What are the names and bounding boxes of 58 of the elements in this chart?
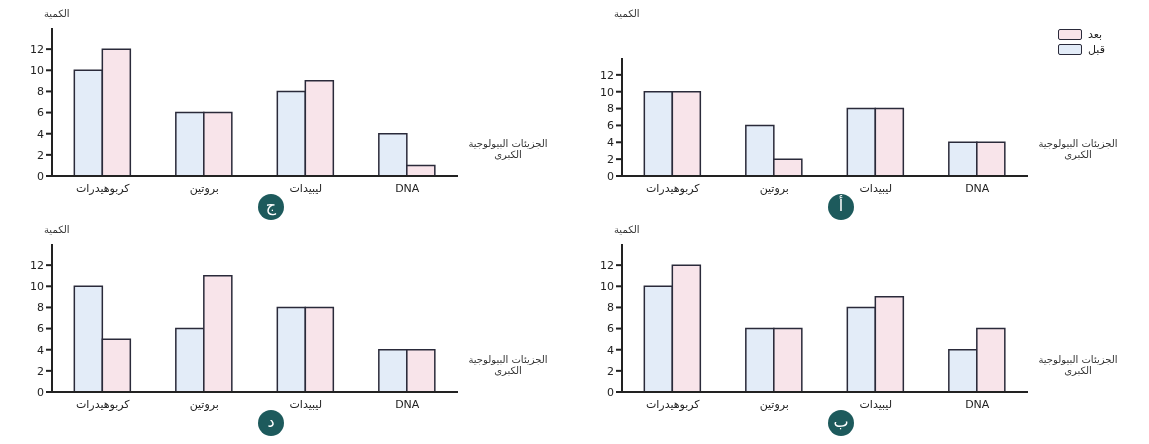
x-axis-title: الجزيئات البيولوجية الكبرى	[1037, 354, 1119, 376]
y-tick-label: 4	[607, 343, 614, 357]
x-axis-title: الجزيئات البيولوجية الكبرى	[1037, 138, 1119, 160]
y-tick-label: 4	[37, 343, 44, 357]
y-tick-label: 8	[607, 301, 614, 315]
y-tick-label: 12	[30, 259, 44, 273]
y-tick-label: 12	[600, 68, 614, 82]
y-tick-label: 6	[37, 322, 44, 336]
y-tick-label: 10	[30, 280, 44, 294]
y-axis-title: الكمية	[44, 224, 70, 235]
legend-label: قبل	[1088, 43, 1105, 56]
y-tick-label: 4	[607, 136, 614, 150]
y-tick-label: 2	[607, 364, 614, 378]
x-tick-label: بروتين	[189, 397, 219, 411]
x-tick-label: DNA	[395, 181, 420, 195]
y-axis-title: الكمية	[614, 224, 640, 235]
y-tick-label: 4	[37, 127, 44, 141]
y-tick-label: 6	[37, 106, 44, 120]
x-tick-label: كربوهيدرات	[645, 397, 701, 411]
y-tick-label: 2	[607, 153, 614, 167]
y-tick-label: 8	[607, 102, 614, 116]
text: ج	[258, 194, 284, 220]
x-axis-title: الجزيئات البيولوجية الكبرى	[467, 138, 549, 160]
x-tick-label: ليبيدات	[859, 181, 892, 195]
y-tick-label: 12	[600, 259, 614, 273]
y-tick-label: 8	[37, 301, 44, 315]
y-tick-label: 8	[37, 85, 44, 99]
y-tick-label: 2	[37, 148, 44, 162]
text: أ	[828, 194, 854, 220]
x-tick-label: ليبيدات	[289, 397, 322, 411]
x-tick-label: كربوهيدرات	[75, 181, 131, 195]
y-tick-label: 6	[607, 322, 614, 336]
y-tick-label: 2	[37, 364, 44, 378]
y-tick-label: 0	[37, 169, 44, 183]
text: د	[258, 410, 284, 436]
x-tick-label: كربوهيدرات	[645, 181, 701, 195]
x-tick-label: بروتين	[189, 181, 219, 195]
x-tick-label: DNA	[965, 181, 990, 195]
x-tick-label: ليبيدات	[859, 397, 892, 411]
x-tick-label: ليبيدات	[289, 181, 322, 195]
y-axis-title: الكمية	[614, 8, 640, 19]
y-tick-label: 0	[37, 385, 44, 399]
text: ب	[828, 410, 854, 436]
y-tick-label: 0	[607, 385, 614, 399]
x-tick-label: DNA	[965, 397, 990, 411]
y-axis-title: الكمية	[44, 8, 70, 19]
legend-label: بعد	[1088, 28, 1103, 41]
y-tick-label: 10	[600, 85, 614, 99]
y-tick-label: 6	[607, 119, 614, 133]
x-tick-label: DNA	[395, 397, 420, 411]
y-tick-label: 12	[30, 43, 44, 57]
x-axis-title: الجزيئات البيولوجية الكبرى	[467, 354, 549, 376]
x-tick-label: بروتين	[759, 181, 789, 195]
y-tick-label: 10	[600, 280, 614, 294]
x-tick-label: كربوهيدرات	[75, 397, 131, 411]
y-tick-label: 0	[607, 169, 614, 183]
x-tick-label: بروتين	[759, 397, 789, 411]
y-tick-label: 10	[30, 64, 44, 78]
